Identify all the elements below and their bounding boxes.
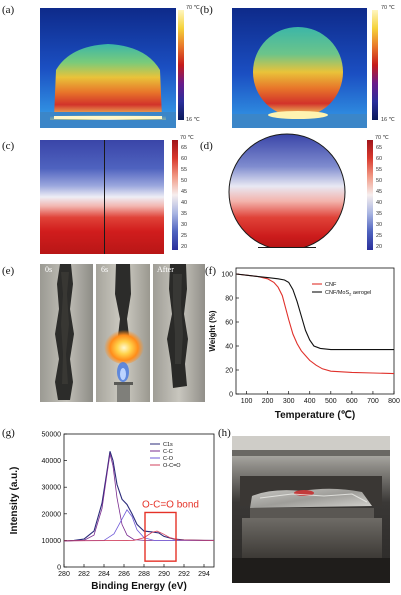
sim-tick-d: 40 (376, 200, 383, 206)
sim-tick-c: 65 (181, 145, 188, 151)
x-tick-label: 200 (262, 398, 274, 405)
sim-tick-c: 60 (181, 156, 188, 162)
tga-series-line (235, 273, 395, 375)
sim-tick-c: 45 (181, 189, 188, 195)
x-tick-label: 500 (325, 398, 337, 405)
thermal-colorbar-a (178, 10, 184, 120)
x-tick-label: 282 (78, 571, 90, 578)
x-axis-label: Temperature (℃) (275, 410, 356, 421)
sim-tick-d: 65 (376, 145, 383, 151)
y-tick-label: 0 (57, 565, 61, 572)
simulation-divider-line (104, 140, 105, 254)
xps-series-line (63, 509, 214, 542)
legend-label: C-O (163, 456, 174, 462)
sim-colorbar-d (367, 140, 373, 250)
thermal-max-label-b: 70 ℃ (381, 5, 395, 11)
photo-burn-0s (40, 264, 93, 402)
x-tick-label: 290 (158, 571, 170, 578)
y-axis-label: Intensity (a.u.) (9, 467, 20, 535)
x-tick-label: 700 (367, 398, 379, 405)
legend-label: O-C=O (163, 463, 181, 469)
y-tick-label: 50000 (42, 432, 62, 439)
y-axis-label: Weight (%) (208, 310, 217, 352)
x-tick-label: 300 (283, 398, 295, 405)
legend-label: C-C (163, 449, 173, 455)
simulation-sphere-d (228, 133, 346, 248)
y-tick-label: 80 (225, 296, 233, 303)
thermal-image-b (232, 8, 367, 128)
photo-burn-6s (96, 264, 150, 402)
x-tick-label: 800 (388, 398, 400, 405)
x-axis-label: Binding Energy (eV) (91, 581, 187, 592)
plot-frame (63, 433, 215, 568)
panel-label-d: (d) (200, 140, 213, 152)
y-tick-label: 100 (221, 272, 233, 279)
sim-tick-d: 55 (376, 167, 383, 173)
panel-label-c: (c) (2, 140, 15, 152)
x-tick-label: 292 (178, 571, 190, 578)
sim-colorbar-unit-c: 70 ℃ (180, 135, 194, 141)
x-tick-label: 280 (58, 571, 70, 578)
sim-tick-d: 50 (376, 178, 383, 184)
panel-label-e: (e) (2, 265, 15, 277)
sim-colorbar-unit-d: 70 ℃ (375, 135, 389, 141)
sim-tick-d: 45 (376, 189, 383, 195)
xps-series-line (63, 451, 214, 542)
x-tick-label: 286 (118, 571, 130, 578)
y-tick-label: 60 (225, 320, 233, 327)
x-tick-label: 294 (198, 571, 210, 578)
plot-frame (235, 267, 395, 395)
o-c-o-bond-box (144, 511, 177, 562)
tga-series-line (235, 273, 394, 351)
tga-chart: 100 200 300 400 500 600 700 800 0 20 40 60 80 100 Temp… (208, 267, 400, 421)
photo-aerogel-heating (232, 436, 390, 583)
thermal-image-a (40, 8, 176, 128)
y-tick-label: 0 (229, 392, 233, 399)
sim-tick-c: 50 (181, 178, 188, 184)
x-tick-label: 288 (138, 571, 150, 578)
legend-label-cnf: CNF (325, 282, 337, 288)
y-tick-label: 30000 (42, 485, 62, 492)
sim-tick-c: 25 (181, 233, 188, 239)
legend-label-composite: CNF/MoS2 aerogel (325, 290, 371, 297)
thermal-colorbar-b (372, 10, 378, 120)
sim-tick-d: 20 (376, 244, 383, 250)
sim-tick-c: 35 (181, 211, 188, 217)
sim-tick-d: 30 (376, 222, 383, 228)
sim-colorbar-c (172, 140, 178, 250)
photo-time-label-0s: 0s (45, 265, 53, 274)
x-tick-label: 400 (304, 398, 316, 405)
photo-time-label-after: After (157, 265, 174, 274)
panel-label-g: (g) (2, 427, 15, 439)
x-tick-label: 100 (241, 398, 253, 405)
xps-series-line (63, 453, 214, 542)
thermal-min-label-b: 16 ℃ (381, 117, 395, 123)
thermal-min-label-a: 16 ℃ (186, 117, 200, 123)
y-tick-label: 20000 (42, 511, 62, 518)
panel-label-a: (a) (2, 4, 15, 16)
sim-tick-c: 30 (181, 222, 188, 228)
y-tick-label: 40000 (42, 458, 62, 465)
simulation-block-c (40, 140, 164, 254)
panel-label-h: (h) (218, 427, 231, 439)
y-tick-label: 10000 (42, 538, 62, 545)
sim-tick-c: 40 (181, 200, 188, 206)
photo-time-label-6s: 6s (101, 265, 109, 274)
y-tick-label: 20 (225, 368, 233, 375)
panel-label-b: (b) (200, 4, 213, 16)
sim-tick-c: 55 (181, 167, 188, 173)
panel-label-f: (f) (205, 265, 216, 277)
sim-tick-c: 20 (181, 244, 188, 250)
sim-tick-d: 60 (376, 156, 383, 162)
sim-tick-d: 25 (376, 233, 383, 239)
xps-chart: 280 282 284 286 288 290 292 294 0 10000 20000 30000… (9, 432, 215, 592)
photo-burn-after (153, 264, 205, 402)
x-tick-label: 284 (98, 571, 110, 578)
y-tick-label: 40 (225, 344, 233, 351)
legend-label: C1s (163, 442, 173, 448)
sim-tick-d: 35 (376, 211, 383, 217)
thermal-max-label-a: 70 ℃ (186, 5, 200, 11)
x-tick-label: 600 (346, 398, 358, 405)
o-c-o-bond-annotation: O-C=O bond (142, 499, 199, 510)
